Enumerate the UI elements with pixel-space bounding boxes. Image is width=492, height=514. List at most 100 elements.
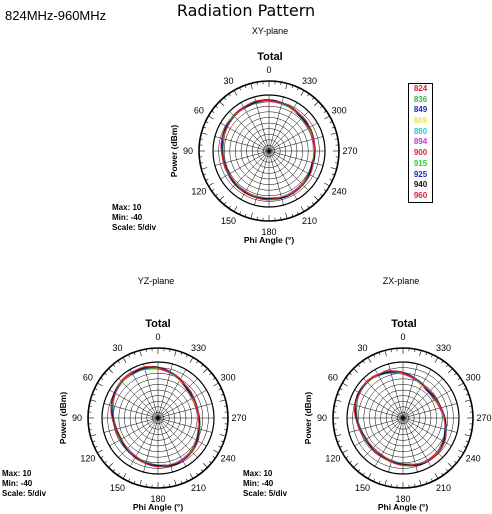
angle-tick-label: 90 bbox=[183, 146, 193, 156]
polar-tick bbox=[334, 429, 338, 431]
polar-tick bbox=[280, 216, 282, 220]
polar-tick bbox=[174, 350, 177, 357]
polar-tick bbox=[434, 473, 439, 479]
polar-tick bbox=[349, 460, 352, 464]
angle-tick-label: 30 bbox=[112, 343, 122, 353]
polar-tick bbox=[297, 87, 299, 91]
polar-tick bbox=[215, 105, 218, 109]
polar-tick bbox=[291, 85, 294, 89]
polar-tick bbox=[211, 189, 215, 192]
polar-tick bbox=[330, 167, 337, 170]
polar-tick bbox=[324, 182, 330, 187]
polar-tick bbox=[362, 472, 365, 476]
polar-tick bbox=[362, 360, 365, 364]
polar-tick bbox=[239, 87, 241, 91]
polar-spoke bbox=[143, 363, 159, 419]
polar-tick bbox=[378, 352, 381, 356]
polar-spoke bbox=[374, 417, 404, 467]
polar-tick bbox=[145, 349, 147, 353]
legend-entry: 869 bbox=[413, 116, 428, 126]
polar-tick bbox=[448, 368, 453, 373]
polar-spoke bbox=[402, 417, 432, 467]
polar-tick bbox=[205, 179, 209, 181]
xy-scale: Scale: 5/div bbox=[112, 223, 157, 232]
polar-tick bbox=[448, 463, 453, 468]
polar-tick bbox=[233, 206, 238, 212]
polar-tick bbox=[334, 138, 338, 140]
polar-spoke bbox=[118, 378, 159, 419]
angle-tick-label: 0 bbox=[400, 332, 405, 342]
polar-tick bbox=[189, 357, 194, 363]
frequency-legend: 824 836 849 869 880 894 900 915 925 940 … bbox=[408, 83, 433, 203]
polar-tick bbox=[339, 446, 343, 448]
legend-entry: 900 bbox=[413, 148, 428, 158]
polar-spoke bbox=[157, 417, 173, 473]
polar-tick bbox=[314, 196, 319, 201]
angle-tick-label: 330 bbox=[302, 76, 317, 86]
angle-tick-label: 330 bbox=[191, 343, 206, 353]
polar-tick bbox=[122, 473, 127, 479]
x-axis-label: Phi Angle (°) bbox=[378, 502, 428, 512]
polar-tick bbox=[454, 372, 457, 376]
polar-tick bbox=[335, 434, 342, 437]
polar-spoke bbox=[157, 389, 207, 419]
polar-tick bbox=[90, 399, 97, 402]
polar-tick bbox=[219, 196, 224, 201]
polar-tick bbox=[139, 479, 142, 486]
series-trace-960 bbox=[110, 366, 200, 468]
angle-tick-label: 240 bbox=[466, 454, 481, 464]
polar-spoke bbox=[157, 369, 187, 419]
zx-max: Max: 10 bbox=[243, 469, 273, 478]
polar-tick bbox=[373, 478, 375, 482]
angle-tick-label: 180 bbox=[261, 227, 276, 237]
polar-tick bbox=[208, 182, 214, 187]
polar-tick bbox=[297, 211, 299, 215]
polar-tick bbox=[100, 456, 104, 459]
polar-tick bbox=[441, 360, 444, 364]
xy-min: Min: -40 bbox=[112, 213, 143, 222]
polar-tick bbox=[112, 469, 116, 472]
angle-tick-label: 60 bbox=[83, 373, 93, 383]
polar-tick bbox=[464, 434, 471, 437]
angle-tick-label: 150 bbox=[355, 483, 370, 493]
polar-tick bbox=[223, 429, 227, 431]
polar-center bbox=[401, 416, 405, 420]
polar-tick bbox=[228, 205, 231, 209]
polar-tick bbox=[414, 483, 416, 487]
polar-tick bbox=[329, 121, 333, 123]
polar-spoke bbox=[157, 417, 207, 447]
polar-tick bbox=[219, 399, 226, 402]
polar-tick bbox=[339, 388, 343, 390]
legend-entry: 824 bbox=[413, 84, 428, 93]
polar-tick bbox=[441, 472, 444, 476]
polar-tick bbox=[337, 440, 341, 443]
polar-spoke bbox=[109, 389, 159, 419]
angle-tick-label: 30 bbox=[357, 343, 367, 353]
polar-tick bbox=[211, 110, 215, 113]
polar-tick bbox=[97, 382, 103, 387]
polar-tick bbox=[200, 162, 204, 164]
angle-tick-label: 330 bbox=[436, 343, 451, 353]
polar-tick bbox=[345, 377, 349, 380]
polar-tick bbox=[419, 479, 422, 486]
polar-tick bbox=[89, 429, 93, 431]
polar-tick bbox=[201, 167, 208, 170]
xy-stats: Max: 10 Min: -40 Scale: 5/div bbox=[112, 203, 156, 233]
yz-scale: Scale: 5/div bbox=[2, 489, 47, 498]
angle-tick-label: 300 bbox=[466, 373, 481, 383]
polar-spoke bbox=[118, 417, 159, 458]
angle-tick-label: 210 bbox=[191, 483, 206, 493]
polar-tick bbox=[145, 483, 147, 487]
legend-entry: 925 bbox=[413, 169, 428, 179]
polar-spoke bbox=[109, 417, 159, 447]
polar-tick bbox=[425, 352, 428, 356]
polar-spoke bbox=[348, 403, 404, 419]
polar-tick bbox=[468, 405, 472, 407]
polar-tick bbox=[390, 483, 392, 487]
legend-entry: 880 bbox=[413, 126, 428, 136]
polar-spoke bbox=[402, 389, 452, 419]
polar-tick bbox=[357, 364, 361, 367]
angle-tick-label: 150 bbox=[110, 483, 125, 493]
